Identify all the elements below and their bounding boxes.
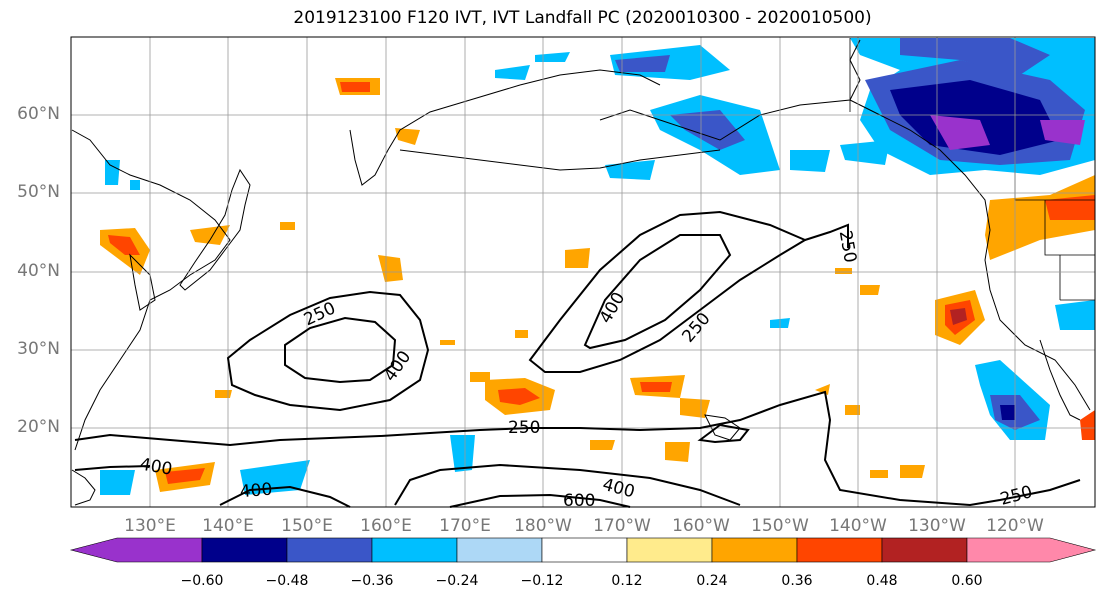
colorbar — [69, 537, 1097, 563]
contour-250-south — [74, 390, 1081, 507]
colorbar-segment — [201, 537, 288, 563]
colorbar-segment — [796, 537, 883, 563]
positive-anomaly-central-core — [498, 388, 540, 405]
coastlines — [71, 39, 1091, 506]
positive-anomaly-kam — [190, 128, 420, 245]
colorbar-tick-label: −0.36 — [350, 573, 394, 589]
coastline-baja — [1039, 339, 1081, 421]
lon-label: 160°E — [360, 516, 412, 536]
border-us-states — [1044, 200, 1095, 301]
ivt-pc-field — [100, 38, 1095, 495]
lat-label: 30°N — [17, 339, 60, 359]
lat-label: 50°N — [17, 182, 60, 202]
coastline-kamchatka — [349, 84, 521, 186]
lat-label: 20°N — [17, 417, 60, 437]
contour-250-east — [804, 223, 849, 248]
contour-label: 250 — [998, 482, 1035, 510]
coastline-philippines — [71, 469, 96, 506]
positive-anomaly-south — [590, 398, 710, 462]
map-frame — [70, 36, 1096, 508]
colorbar-tick-label: 0.36 — [781, 573, 813, 589]
positive-anomaly-korea-core — [108, 235, 140, 255]
positive-anomaly-mid — [378, 248, 590, 282]
coastline-hawaii — [704, 414, 741, 441]
negative-anomaly-bc — [790, 140, 890, 172]
coastline-siberia — [519, 69, 661, 86]
contour-400-west — [284, 316, 397, 384]
colorbar-tick-label: 0.24 — [696, 573, 728, 589]
contour-label: 400 — [138, 455, 173, 480]
contour-label: 250 — [678, 309, 714, 347]
lon-label: 140°W — [829, 516, 887, 536]
lon-label: 180°W — [514, 516, 572, 536]
colorbar-tick-label: −0.48 — [265, 573, 309, 589]
coastline-aleutians — [399, 149, 721, 171]
coastline-japan — [179, 168, 251, 291]
colorbar-tick-label: −0.24 — [435, 573, 479, 589]
negative-anomaly-alaska-deep — [890, 80, 1060, 155]
colorbar-segment — [69, 537, 203, 563]
colorbar-segment — [286, 537, 373, 563]
negative-anomaly-small-n — [495, 52, 655, 180]
lon-label: 150°E — [281, 516, 333, 536]
contour-400-south-west — [74, 465, 151, 471]
positive-anomaly-hawaii-core — [640, 382, 672, 392]
colorbar-segment — [966, 537, 1097, 563]
contour-250-central — [528, 210, 808, 373]
lat-label: 60°N — [17, 104, 60, 124]
contour-label: 250 — [508, 418, 540, 438]
lon-label: 150°W — [751, 516, 809, 536]
contour-label: 400 — [596, 289, 630, 327]
coastline-asia — [71, 129, 231, 451]
map-title: 2019123100 F120 IVT, IVT Landfall PC (20… — [293, 8, 872, 28]
ivt-contours — [74, 210, 1081, 508]
lon-label: 130°E — [124, 516, 176, 536]
positive-anomaly-west-trop-core — [165, 468, 205, 484]
negative-anomaly-bering-core — [670, 110, 745, 150]
contour-600-south — [449, 493, 631, 508]
colorbar-segment — [626, 537, 713, 563]
colorbar-segment — [881, 537, 968, 563]
colorbar-tick-label: 0.60 — [951, 573, 983, 589]
negative-anomaly-ne-top — [900, 38, 1050, 75]
contour-label: 400 — [380, 347, 415, 385]
positive-anomaly-nw-us — [985, 175, 1095, 260]
lon-label: 170°E — [439, 516, 491, 536]
coastline-na-west — [849, 99, 1091, 411]
contour-250-west — [226, 290, 430, 412]
positive-anomaly-okhotsk-core — [340, 82, 370, 92]
colorbar-segment — [371, 537, 458, 563]
colorbar-tick-label: −0.12 — [520, 573, 564, 589]
negative-anomaly-baja-deep — [1000, 405, 1015, 420]
contour-400-south — [394, 463, 741, 506]
negative-anomaly-alaska-max — [930, 115, 1085, 150]
contour-label: 400 — [239, 480, 273, 503]
lon-label: 120°W — [986, 516, 1044, 536]
colorbar-tick-label: 0.12 — [611, 573, 643, 589]
colorbar-segment — [541, 537, 628, 563]
positive-anomaly-ca-deep — [950, 308, 967, 325]
contour-400-south-mid — [219, 485, 351, 508]
colorbar-tick-label: −0.60 — [180, 573, 224, 589]
positive-anomaly-nw-us-core — [1045, 195, 1095, 220]
lon-label: 140°E — [202, 516, 254, 536]
lon-label: 170°W — [593, 516, 651, 536]
colorbar-segment — [711, 537, 798, 563]
colorbar-segment — [456, 537, 543, 563]
contour-hawaii — [697, 423, 750, 444]
negative-anomaly-north-core — [615, 55, 670, 72]
lon-label: 160°W — [672, 516, 730, 536]
contour-label: 250 — [835, 229, 860, 264]
positive-anomaly-sw-us — [1080, 410, 1095, 440]
lon-label: 130°W — [908, 516, 966, 536]
colorbar-tick-label: 0.48 — [866, 573, 898, 589]
contour-400-central — [583, 234, 732, 350]
contour-label: 600 — [563, 491, 595, 511]
lat-label: 40°N — [17, 261, 60, 281]
